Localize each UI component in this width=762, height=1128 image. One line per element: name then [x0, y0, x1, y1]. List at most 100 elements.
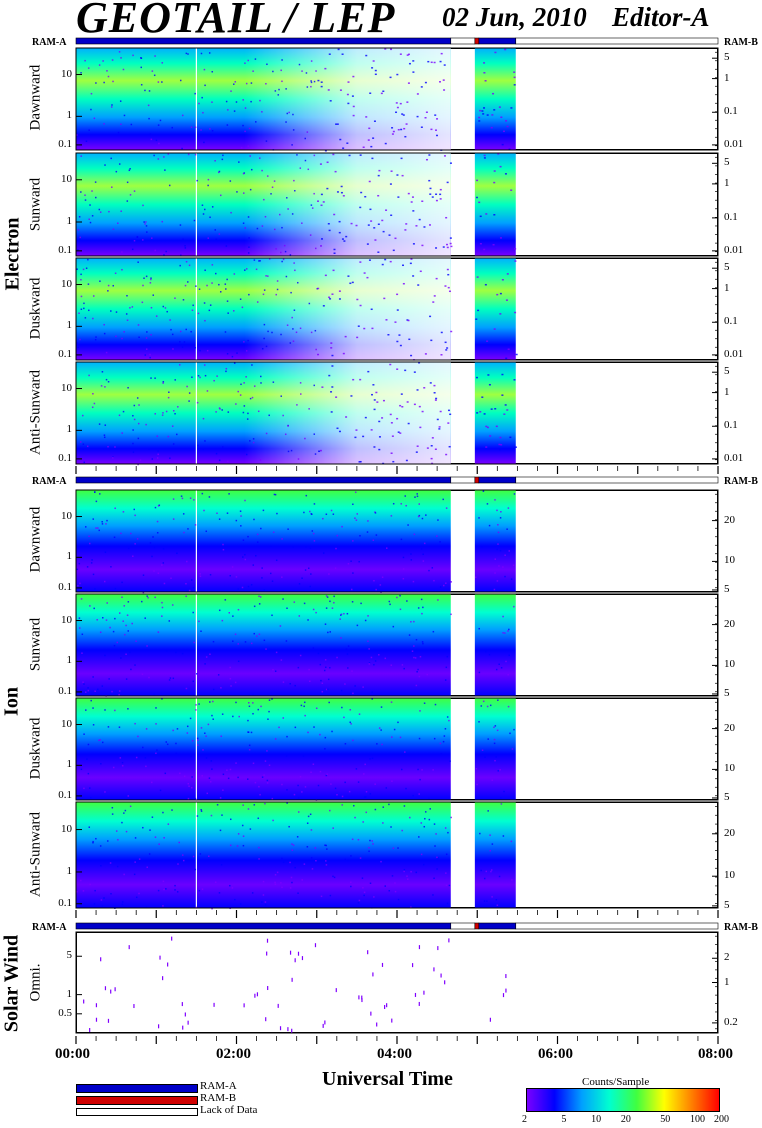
editor-label: Editor-A — [612, 2, 710, 32]
y-tick-label: 1 — [66, 215, 73, 227]
ram-b-label: RAM-B — [724, 476, 758, 487]
ram-bar-segment — [474, 922, 480, 930]
y-tick-label: 1 — [66, 423, 73, 436]
heatmap-band — [474, 802, 516, 908]
colorbar-tick: 100 — [690, 1114, 705, 1125]
heatmap-fade — [76, 258, 451, 360]
group-label-electron: Electron — [1, 217, 24, 291]
y-tick-label-right: 5 — [724, 51, 730, 64]
y-tick-label: 1 — [66, 864, 73, 877]
y-tick-label: 0.1 — [58, 580, 72, 593]
colorbar-tick: 5 — [561, 1114, 567, 1125]
y-tick-label: 1 — [66, 319, 73, 332]
y-tick-label-right: 10 — [724, 658, 735, 671]
ram-bar-segment — [450, 922, 476, 930]
ram-bar-segment — [515, 922, 719, 930]
heatmap-band — [474, 490, 516, 592]
y-tick-label: 10 — [61, 172, 72, 185]
y-tick-label-right: 1 — [724, 71, 730, 84]
panel-label: Sunward — [27, 617, 44, 672]
y-tick-label-right: 0.1 — [724, 105, 738, 118]
colorbar-tick: 50 — [660, 1114, 671, 1125]
y-tick-label: 1 — [66, 109, 73, 122]
x-axis-label: Universal Time — [322, 1068, 453, 1090]
heatmap-band — [76, 490, 451, 592]
heatmap-fade — [76, 362, 451, 464]
y-tick-label-right: 0.1 — [724, 210, 738, 223]
y-tick-label: 1 — [66, 987, 73, 1000]
ram-bar-segment — [75, 922, 452, 930]
ram-bar-segment — [515, 37, 719, 45]
legend-lack-swatch — [76, 1108, 198, 1116]
group-label-solar-wind: Solar Wind — [0, 934, 23, 1033]
panel-label: Anti-Sunward — [27, 812, 44, 897]
ram-b-label: RAM-B — [724, 37, 758, 48]
date-label: 02 Jun, 2010 — [442, 2, 587, 32]
heatmap-band — [474, 48, 516, 150]
x-tick-0600: 06:00 — [538, 1046, 573, 1062]
ram-b-label: RAM-B — [724, 922, 758, 933]
y-tick-label: 5 — [66, 949, 73, 962]
heatmap-band — [76, 698, 451, 800]
y-tick-label-right: 0.1 — [724, 315, 738, 328]
ram-bar-segment — [474, 476, 480, 484]
y-tick-label-right: 0.01 — [724, 243, 744, 256]
colorbar-tick: 10 — [591, 1114, 602, 1125]
legend-lack-label: Lack of Data — [200, 1104, 258, 1116]
heatmap-band — [474, 594, 516, 696]
y-tick-label: 10 — [61, 381, 72, 394]
y-tick-label-right: 20 — [724, 617, 735, 630]
panel-label: Anti-Sunward — [27, 370, 44, 455]
x-tick-0000: 00:00 — [55, 1046, 90, 1062]
y-tick-label-right: 10 — [724, 762, 735, 775]
panel-label: Omni. — [27, 963, 44, 1001]
panel-label: Sunward — [27, 177, 44, 231]
heatmap-fade — [76, 153, 451, 256]
panel-label: Dawnward — [27, 506, 44, 573]
y-tick-label-right: 10 — [724, 554, 735, 567]
colorbar — [526, 1088, 720, 1112]
panel-label: Dawnward — [27, 64, 44, 131]
y-tick-label-right: 20 — [724, 826, 735, 839]
y-tick-label-right: 1 — [724, 176, 730, 189]
y-tick-label-right: 1 — [724, 975, 730, 988]
ram-bar-segment — [75, 476, 452, 484]
y-tick-label-right: 0.01 — [724, 137, 744, 150]
y-tick-label: 10 — [61, 717, 72, 730]
y-tick-label-right: 5 — [724, 790, 730, 803]
ram-a-label: RAM-A — [32, 476, 67, 487]
y-tick-label-right: 20 — [724, 513, 735, 526]
ram-bar-segment — [474, 37, 480, 45]
ram-bar-segment — [515, 476, 719, 484]
y-tick-label: 0.5 — [58, 1006, 72, 1019]
x-tick-0400: 04:00 — [377, 1046, 412, 1062]
y-tick-label: 0.1 — [58, 684, 72, 697]
y-tick-label: 0.1 — [58, 137, 72, 150]
legend-ram-a-swatch — [76, 1084, 198, 1093]
ram-bar-segment — [478, 37, 517, 45]
y-tick-label-right: 0.01 — [724, 451, 744, 464]
y-tick-label: 0.1 — [58, 896, 72, 909]
heatmap-band — [474, 153, 516, 256]
y-tick-label: 1 — [66, 758, 73, 771]
y-tick-label: 0.1 — [58, 243, 72, 256]
y-tick-label: 10 — [61, 277, 72, 290]
y-tick-label-right: 5 — [724, 686, 730, 699]
y-tick-label-right: 10 — [724, 869, 735, 882]
y-tick-label: 0.1 — [58, 451, 72, 464]
ram-a-label: RAM-A — [32, 37, 67, 48]
y-tick-label-right: 5 — [724, 898, 730, 911]
y-tick-label-right: 2 — [724, 951, 730, 964]
legend-ram-b-label: RAM-B — [200, 1092, 237, 1104]
ram-bar-segment — [478, 922, 517, 930]
y-tick-label-right: 1 — [724, 385, 730, 398]
y-tick-label-right: 1 — [724, 281, 730, 294]
y-tick-label-right: 0.01 — [724, 347, 744, 360]
x-tick-0800: 08:00 — [698, 1046, 733, 1062]
y-tick-label: 0.1 — [58, 788, 72, 801]
heatmap-band — [474, 362, 516, 464]
panel-label: Duskward — [27, 277, 44, 340]
group-label-ion: Ion — [0, 687, 23, 716]
page-title: GEOTAIL / LEP — [76, 0, 396, 42]
